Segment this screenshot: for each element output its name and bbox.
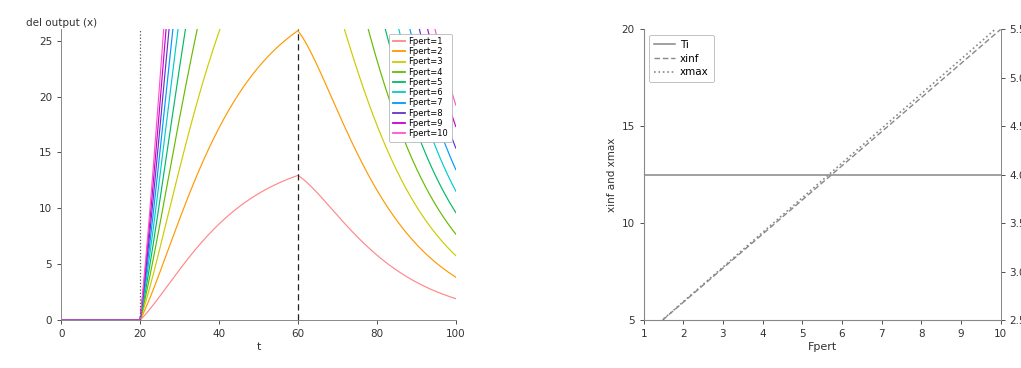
Y-axis label: xinf and xmax: xinf and xmax <box>607 138 617 212</box>
Legend: Fpert=1, Fpert=2, Fpert=3, Fpert=4, Fpert=5, Fpert=6, Fpert=7, Fpert=8, Fpert=9,: Fpert=1, Fpert=2, Fpert=3, Fpert=4, Fper… <box>389 33 451 142</box>
Legend: Ti, xinf, xmax: Ti, xinf, xmax <box>649 35 714 82</box>
Text: del output (x): del output (x) <box>26 18 97 28</box>
X-axis label: t: t <box>256 342 260 352</box>
X-axis label: Fpert: Fpert <box>808 342 837 352</box>
